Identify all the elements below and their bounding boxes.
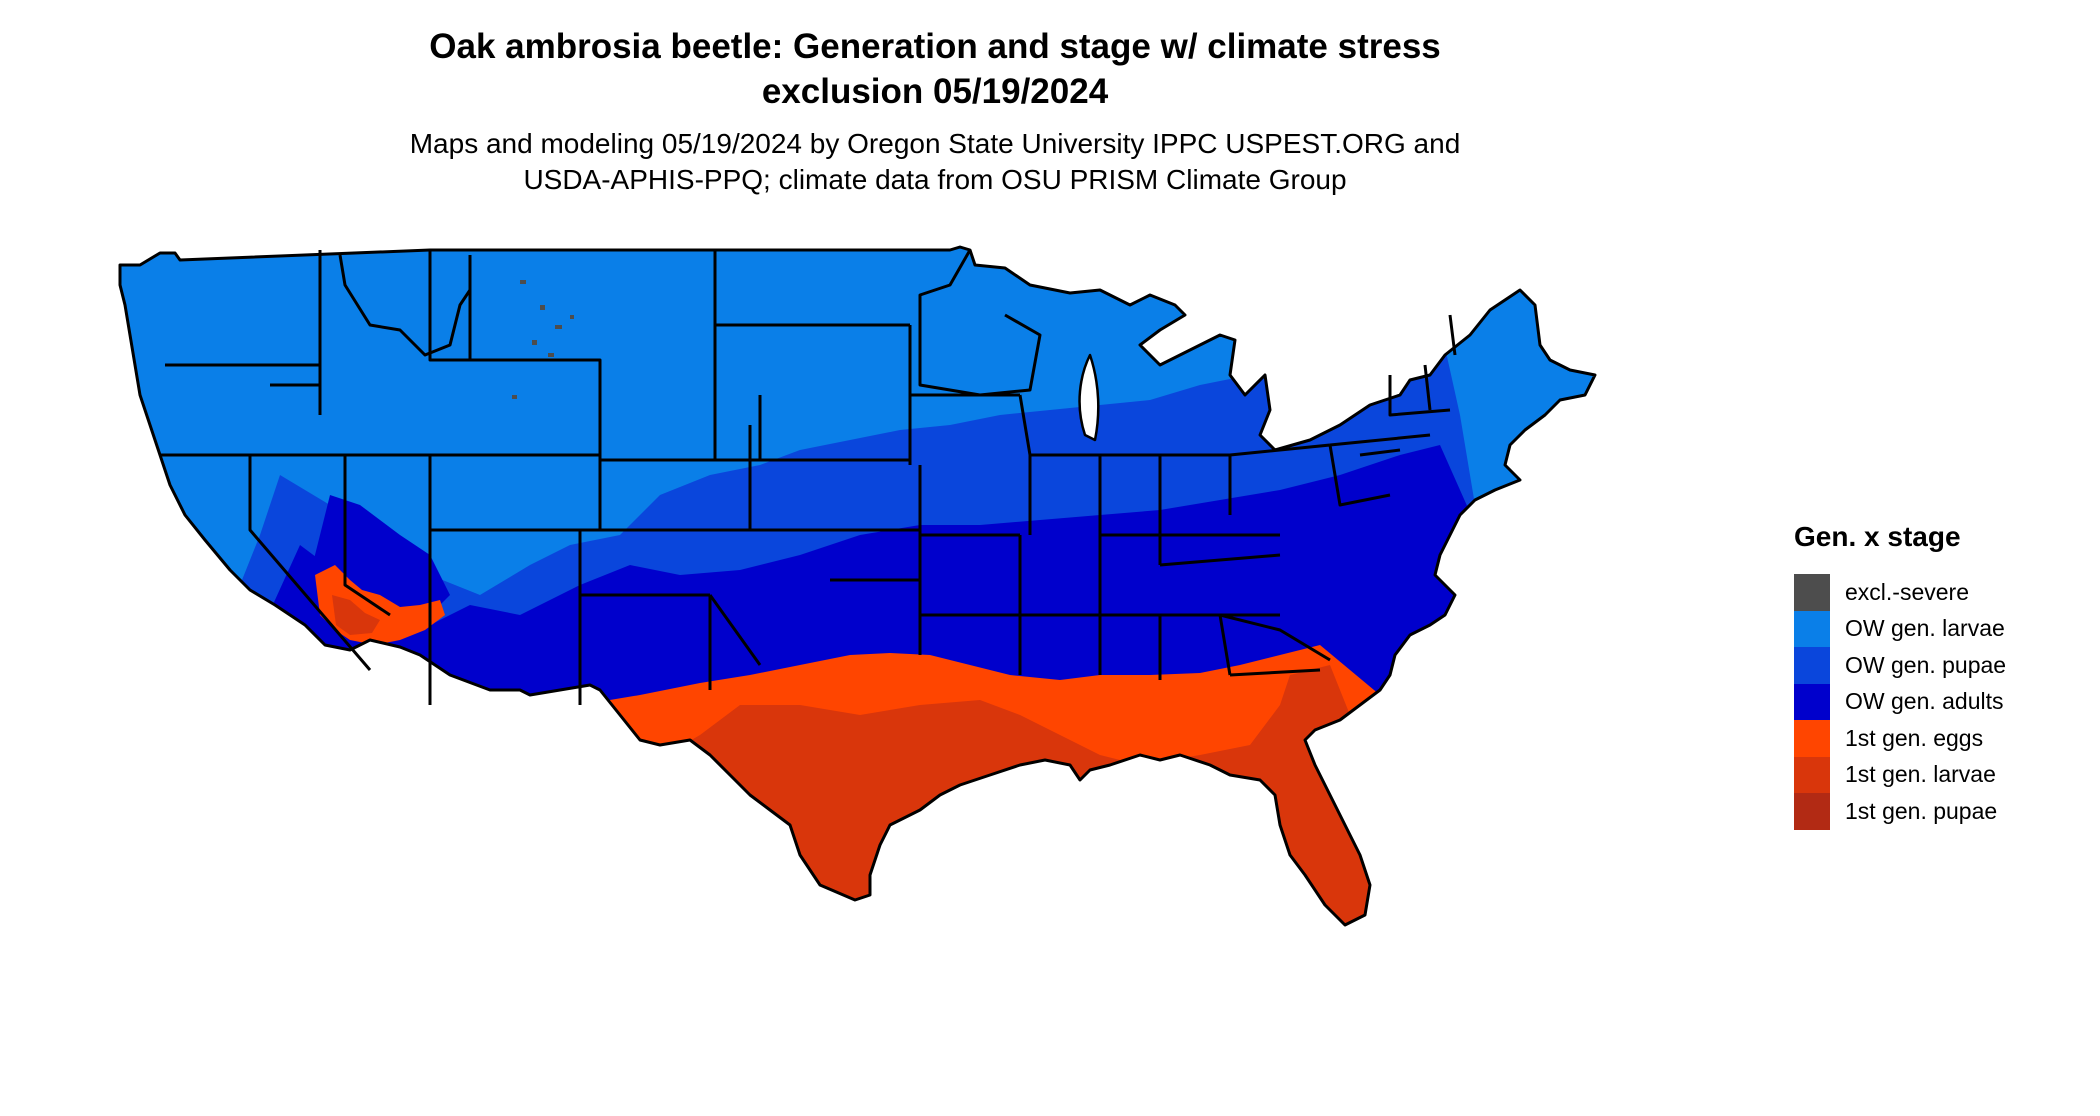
legend-label: 1st gen. larvae bbox=[1845, 761, 1996, 788]
legend-label: OW gen. pupae bbox=[1845, 651, 2007, 678]
map-subtitle-line1: Maps and modeling 05/19/2024 by Oregon S… bbox=[409, 128, 1461, 159]
legend-swatch bbox=[1794, 683, 1830, 720]
map-subtitle: Maps and modeling 05/19/2024 by Oregon S… bbox=[0, 126, 1870, 198]
state-borders bbox=[118, 245, 1597, 927]
legend: Gen. x stage excl.-severe OW gen. larvae O… bbox=[1794, 520, 2084, 830]
legend-item: 1st gen. pupae bbox=[1794, 793, 2084, 830]
zone-excl-severe bbox=[512, 280, 574, 399]
legend-items: excl.-severe OW gen. larvae OW gen. pupae O… bbox=[1794, 574, 2084, 830]
legend-label: OW gen. larvae bbox=[1845, 615, 2005, 642]
legend-item: 1st gen. larvae bbox=[1794, 756, 2084, 793]
zone-1st-larvae bbox=[120, 665, 1595, 925]
us-map-svg bbox=[118, 245, 1597, 927]
zone-sw-larvae bbox=[332, 595, 380, 635]
legend-item: OW gen. adults bbox=[1794, 683, 2084, 720]
legend-label: 1st gen. eggs bbox=[1845, 724, 1984, 751]
legend-swatch bbox=[1794, 720, 1830, 757]
legend-item: OW gen. larvae bbox=[1794, 610, 2084, 647]
map-subtitle-line2: USDA-APHIS-PPQ; climate data from OSU PR… bbox=[523, 164, 1347, 195]
climate-zones bbox=[120, 247, 1595, 925]
legend-label: 1st gen. pupae bbox=[1845, 797, 1998, 824]
legend-item: excl.-severe bbox=[1794, 574, 2084, 611]
legend-item: OW gen. pupae bbox=[1794, 647, 2084, 684]
map-title-line1: Oak ambrosia beetle: Generation and stag… bbox=[429, 27, 1441, 66]
legend-label: excl.-severe bbox=[1845, 578, 1969, 605]
map-title: Oak ambrosia beetle: Generation and stag… bbox=[0, 24, 1870, 114]
legend-label: OW gen. adults bbox=[1845, 688, 2004, 715]
legend-swatch bbox=[1794, 756, 1830, 793]
legend-swatch bbox=[1794, 610, 1830, 647]
legend-item: 1st gen. eggs bbox=[1794, 720, 2084, 757]
legend-swatch bbox=[1794, 793, 1830, 830]
legend-swatch bbox=[1794, 647, 1830, 684]
legend-swatch bbox=[1794, 574, 1830, 611]
map-title-line2: exclusion 05/19/2024 bbox=[761, 72, 1109, 111]
us-map bbox=[100, 235, 1680, 1115]
legend-title: Gen. x stage bbox=[1794, 521, 1961, 552]
